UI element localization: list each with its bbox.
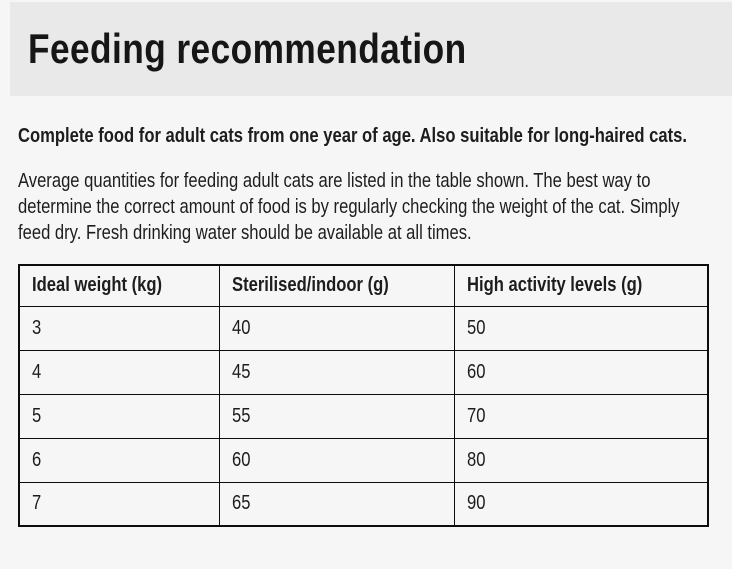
table-cell-text: 80 bbox=[466, 448, 485, 471]
table-cell-text: 4 bbox=[32, 360, 42, 383]
table-cell-text: 6 bbox=[32, 448, 42, 471]
table-cell: 65 bbox=[218, 481, 455, 527]
table-cell: 60 bbox=[218, 437, 455, 483]
page-title: Feeding recommendation bbox=[28, 25, 467, 72]
table-cell-text: 3 bbox=[32, 316, 42, 339]
table-cell-text: 70 bbox=[466, 404, 485, 427]
intro-bold-paragraph: Complete food for adult cats from one ye… bbox=[18, 125, 688, 147]
table-header-row: Ideal weight (kg) Sterilised/indoor (g) … bbox=[18, 264, 709, 307]
table-cell: 55 bbox=[218, 393, 455, 439]
column-header-high-activity: High activity levels (g) bbox=[453, 264, 709, 307]
table-cell-text: 90 bbox=[466, 492, 485, 515]
table-cell: 5 bbox=[18, 393, 220, 439]
column-header-text: Ideal weight (kg) bbox=[32, 274, 163, 297]
table-cell-text: 45 bbox=[231, 360, 250, 383]
table-cell-text: 40 bbox=[231, 316, 250, 339]
table-row: 4 45 60 bbox=[18, 349, 709, 395]
feeding-table-body: 3 40 50 4 45 60 5 55 70 6 60 80 7 65 90 bbox=[18, 305, 709, 527]
table-cell: 90 bbox=[453, 481, 709, 527]
feeding-description-paragraph: Average quantities for feeding adult cat… bbox=[18, 170, 680, 244]
feeding-table-header: Ideal weight (kg) Sterilised/indoor (g) … bbox=[18, 264, 709, 307]
table-cell: 80 bbox=[453, 437, 709, 483]
table-row: 5 55 70 bbox=[18, 393, 709, 439]
header-band: Feeding recommendation bbox=[10, 2, 732, 96]
table-cell: 40 bbox=[218, 305, 455, 351]
table-cell: 3 bbox=[18, 305, 220, 351]
table-cell-text: 7 bbox=[32, 492, 42, 515]
table-cell-text: 55 bbox=[231, 404, 250, 427]
table-cell: 45 bbox=[218, 349, 455, 395]
table-cell: 60 bbox=[453, 349, 709, 395]
column-header-text: High activity levels (g) bbox=[466, 274, 642, 297]
table-cell-text: 65 bbox=[231, 492, 250, 515]
table-row: 3 40 50 bbox=[18, 305, 709, 351]
table-cell: 4 bbox=[18, 349, 220, 395]
table-cell-text: 60 bbox=[231, 448, 250, 471]
table-cell-text: 50 bbox=[466, 316, 485, 339]
table-cell: 6 bbox=[18, 437, 220, 483]
table-cell-text: 60 bbox=[466, 360, 485, 383]
table-row: 7 65 90 bbox=[18, 481, 709, 527]
page: Feeding recommendation Complete food for… bbox=[0, 2, 732, 527]
table-cell: 50 bbox=[453, 305, 709, 351]
content: Complete food for adult cats from one ye… bbox=[0, 123, 732, 527]
table-cell: 7 bbox=[18, 481, 220, 527]
feeding-table: Ideal weight (kg) Sterilised/indoor (g) … bbox=[18, 264, 709, 527]
table-row: 6 60 80 bbox=[18, 437, 709, 483]
column-header-sterilised-indoor: Sterilised/indoor (g) bbox=[218, 264, 455, 307]
column-header-text: Sterilised/indoor (g) bbox=[231, 274, 389, 297]
column-header-ideal-weight: Ideal weight (kg) bbox=[18, 264, 220, 307]
table-cell: 70 bbox=[453, 393, 709, 439]
table-cell-text: 5 bbox=[32, 404, 42, 427]
